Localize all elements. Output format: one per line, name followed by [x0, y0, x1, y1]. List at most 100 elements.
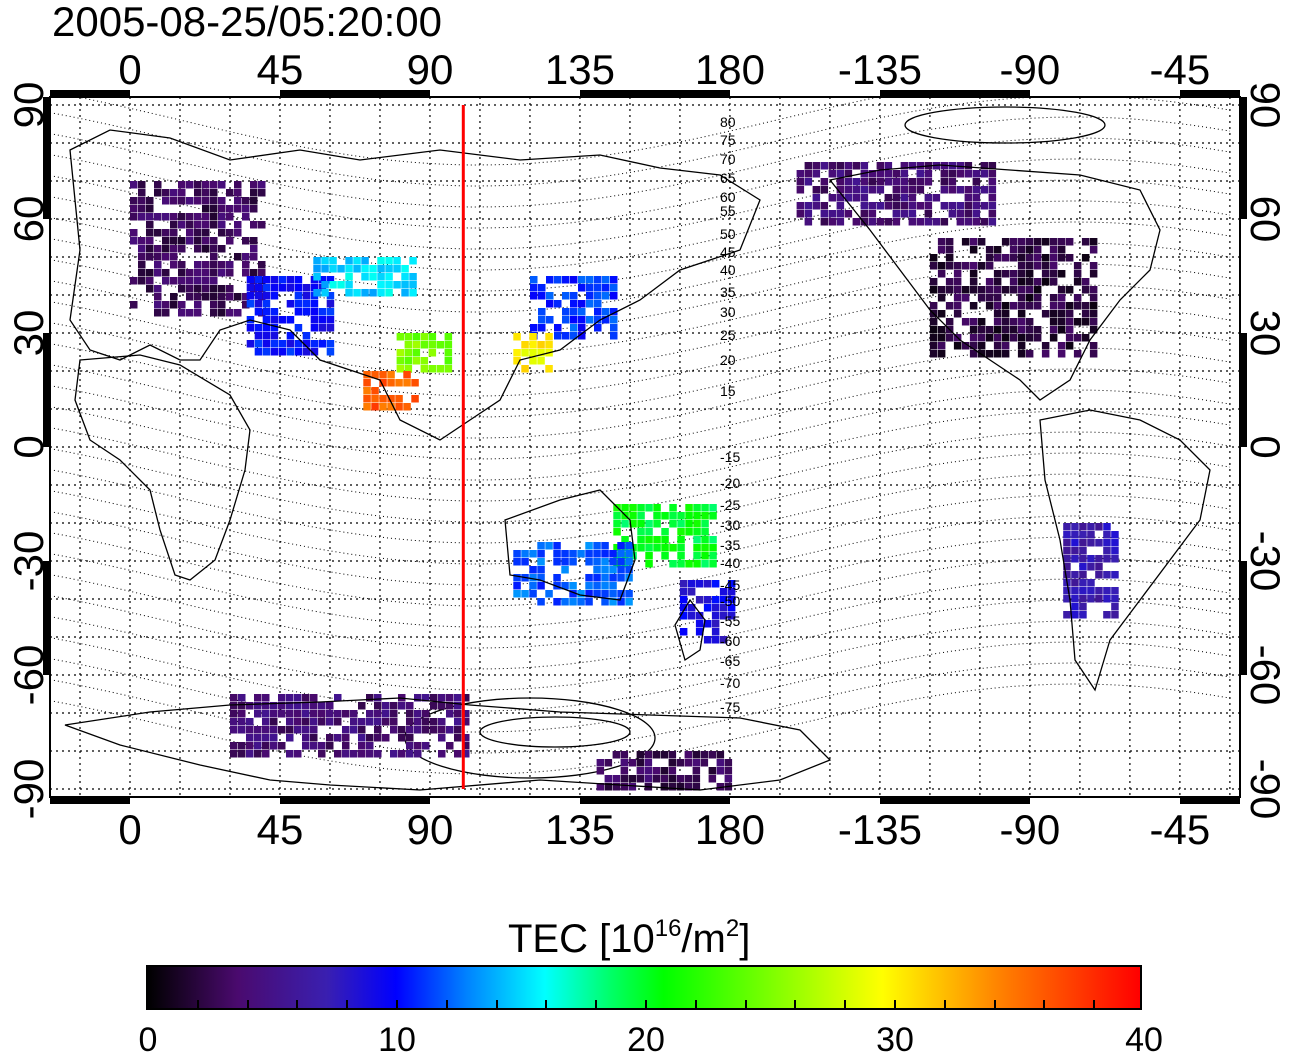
tec-cell: [1049, 318, 1058, 326]
tec-cell: [679, 580, 688, 588]
tec-cell: [262, 340, 271, 348]
tec-cell: [661, 512, 669, 520]
tec-cell: [961, 342, 970, 350]
tec-cell: [1063, 555, 1071, 563]
tec-cell: [390, 702, 398, 710]
tec-cell: [1087, 595, 1095, 603]
tec-cell: [430, 702, 438, 710]
tec-cell: [318, 750, 326, 758]
tec-cell: [578, 324, 586, 332]
tec-cell: [404, 357, 413, 365]
tec-cell: [162, 301, 170, 309]
tec-cell: [985, 254, 994, 262]
tec-cell: [438, 718, 446, 726]
tec-cell: [1057, 286, 1066, 294]
tec-cell: [553, 550, 561, 558]
tec-cell: [1041, 254, 1050, 262]
tec-cell: [1009, 326, 1018, 334]
tec-cell: [326, 308, 335, 316]
tec-cell: [1025, 270, 1034, 278]
tec-cell: [420, 341, 429, 349]
tec-cell: [238, 694, 246, 702]
lat-lon-grid: [50, 97, 1240, 797]
tec-cell: [593, 574, 601, 582]
tec-cell: [684, 759, 693, 767]
tec-cell: [660, 751, 669, 759]
tec-cell: [170, 277, 178, 285]
tec-cell: [210, 261, 218, 269]
tec-cell: [980, 186, 989, 194]
tec-cell: [977, 262, 986, 270]
tec-cell: [836, 194, 845, 202]
tec-cell: [130, 181, 138, 189]
tec-cell: [438, 734, 446, 742]
tec-cell: [993, 342, 1002, 350]
tec-cell: [593, 558, 601, 566]
tec-cell: [860, 202, 869, 210]
y-tick-right: 90: [1242, 82, 1289, 129]
tec-cell: [454, 726, 462, 734]
tec-cell: [812, 202, 821, 210]
tec-cell: [836, 178, 845, 186]
tec-cell: [1049, 246, 1058, 254]
tec-cell: [382, 702, 390, 710]
tec-cell: [1081, 254, 1090, 262]
tec-cell: [636, 775, 645, 783]
x-tick-top: -90: [1000, 46, 1061, 93]
tec-cell: [310, 324, 319, 332]
tec-cell: [262, 324, 271, 332]
tec-cell: [530, 276, 538, 284]
tec-cell: [677, 520, 685, 528]
tec-cell: [146, 213, 154, 221]
tec-cell: [844, 178, 853, 186]
tec-cell: [210, 181, 218, 189]
tec-cell: [601, 574, 609, 582]
tec-cell: [262, 292, 271, 300]
tec-cell: [1071, 603, 1079, 611]
tec-cell: [262, 702, 270, 710]
colorbar-tick-label: 10: [378, 1021, 416, 1059]
tec-cell: [194, 213, 202, 221]
tec-cell: [625, 542, 633, 550]
tec-cell: [956, 218, 965, 226]
tec-cell: [286, 702, 294, 710]
tec-cell: [660, 767, 669, 775]
tec-cell: [561, 582, 569, 590]
tec-cell: [1009, 254, 1018, 262]
tec-cell: [334, 750, 342, 758]
tec-cell: [961, 294, 970, 302]
tec-cell: [537, 542, 545, 550]
tec-cell: [374, 694, 382, 702]
colorbar-minor-tick: [844, 1000, 847, 1010]
tec-cell: [242, 301, 250, 309]
tec-cell: [945, 278, 954, 286]
tec-cell: [278, 348, 287, 356]
colorbar-minor-tick: [645, 1000, 647, 1010]
contour-label-south: -30: [720, 517, 740, 533]
tec-cell: [700, 759, 709, 767]
tec-cell: [908, 186, 917, 194]
contour-line: [50, 599, 1231, 691]
x-tick-top: 135: [545, 46, 615, 93]
tec-cell: [711, 604, 720, 612]
tec-cell: [621, 520, 629, 528]
tec-cell: [369, 265, 377, 273]
tec-cell: [406, 710, 414, 718]
y-tick-left: 60: [5, 196, 52, 243]
tec-cell: [254, 276, 263, 284]
tec-cell: [286, 316, 295, 324]
tec-cell: [162, 253, 170, 261]
tec-cell: [302, 710, 310, 718]
tec-cell: [695, 620, 704, 628]
tec-cell: [625, 566, 633, 574]
tec-cell: [178, 269, 186, 277]
tec-cell: [610, 284, 618, 292]
tec-cell: [513, 590, 521, 598]
tec-cell: [620, 783, 629, 791]
y-tick-left: 90: [5, 82, 52, 129]
tec-cell: [636, 759, 645, 767]
tec-cell: [637, 520, 645, 528]
tec-cell: [1071, 539, 1079, 547]
tec-cell: [977, 334, 986, 342]
tec-cell: [250, 181, 258, 189]
